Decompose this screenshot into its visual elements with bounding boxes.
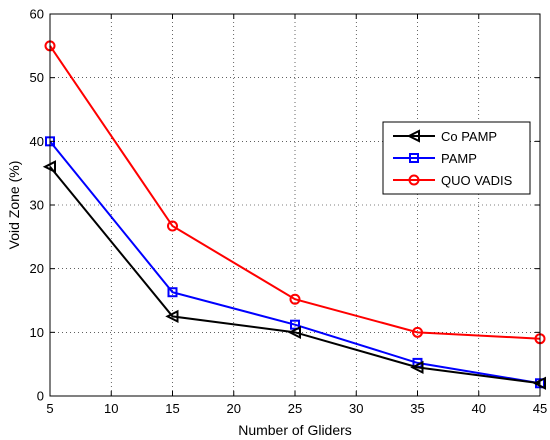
legend-label-quo-vadis: QUO VADIS [441, 173, 513, 188]
series-line-quo-vadis [49, 45, 541, 340]
series-line-pamp [49, 140, 541, 385]
x-axis-title: Number of Gliders [238, 422, 352, 438]
data-point-quo-vadis [412, 326, 423, 338]
x-tick-label: 20 [227, 401, 241, 416]
data-point-co-pamp [165, 309, 179, 324]
grid [50, 14, 540, 396]
y-axis-title: Void Zone (%) [6, 161, 22, 250]
x-tick-label: 30 [349, 401, 363, 416]
y-tick-label: 20 [30, 261, 44, 276]
series-line-co-pamp [49, 166, 541, 385]
y-tick-label: 50 [30, 70, 44, 85]
legend-marker-quo-vadis [408, 174, 420, 186]
legend-label-co-pamp: Co PAMP [441, 129, 497, 144]
data-point-quo-vadis [289, 293, 301, 305]
legend-entry-quo-vadis: QUO VADIS [393, 173, 513, 188]
data-point-pamp [167, 287, 178, 298]
data-point-co-pamp [287, 325, 301, 339]
y-tick-label: 60 [30, 7, 44, 22]
legend-marker-co-pamp [406, 129, 420, 143]
data-point-quo-vadis [167, 220, 178, 232]
legend-label-pamp: PAMP [441, 151, 477, 166]
x-tick-label: 25 [288, 401, 302, 416]
legend-entry-pamp: PAMP [393, 151, 477, 166]
legend-marker-pamp [409, 153, 419, 163]
x-tick-label: 15 [165, 401, 179, 416]
y-tick-label: 0 [37, 389, 44, 404]
legend: Co PAMP PAMP QUO VADIS [382, 121, 531, 195]
legend-entry-co-pamp: Co PAMP [393, 129, 497, 144]
y-tick-label: 40 [30, 134, 44, 149]
x-tick-label: 10 [104, 401, 118, 416]
data-point-co-pamp [410, 360, 424, 374]
x-tick-label: 5 [46, 401, 53, 416]
ticks: 5 10 15 20 25 30 35 40 45 0 10 20 30 40 50 60 [30, 7, 548, 417]
x-tick-label: 40 [472, 401, 486, 416]
y-tick-label: 10 [30, 325, 44, 340]
y-tick-label: 30 [30, 198, 44, 213]
x-tick-label: 35 [410, 401, 424, 416]
x-tick-label: 45 [533, 401, 547, 416]
data-point-pamp [290, 319, 300, 330]
